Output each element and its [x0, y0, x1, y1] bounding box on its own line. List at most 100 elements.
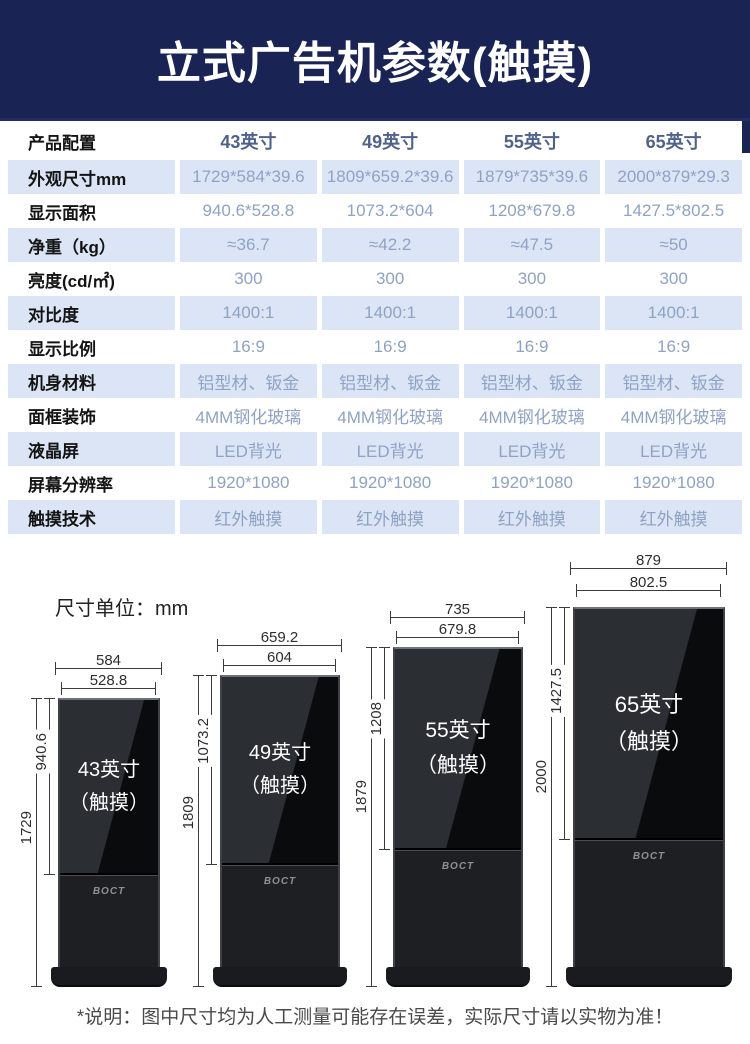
spec-row-label: 触摸技术	[8, 500, 175, 534]
dim-height-outer-value: 2000	[533, 757, 550, 797]
spec-cell: 300	[375, 269, 405, 288]
spec-cell: ≈50	[605, 228, 742, 262]
kiosk-screen-label: 43英寸 （触摸）	[69, 754, 149, 820]
dim-width-outer: 879	[570, 552, 727, 575]
spec-row-label: 净重（kg）	[8, 228, 175, 262]
spec-cell: ≈47.5	[463, 228, 601, 262]
kiosk-size-label: 65英寸	[614, 692, 684, 718]
dim-height-inner: 1208	[368, 647, 390, 850]
kiosk-screen-label: 55英寸 （触摸）	[416, 714, 500, 783]
dim-width-outer: 735	[390, 601, 525, 624]
spec-cell: 300	[234, 269, 263, 288]
spec-cell: 16:9	[515, 337, 549, 356]
kiosk-size-label: 49英寸	[248, 742, 312, 764]
spec-cell: 红外触摸	[463, 500, 601, 534]
spec-cell: LED背光	[463, 432, 601, 466]
brand-logo: BOCT	[263, 876, 297, 887]
spec-cell: 1073.2*604	[346, 201, 434, 220]
spec-cell: 1920*1080	[207, 473, 290, 492]
dim-height-outer-value: 1879	[353, 777, 370, 817]
spec-row: 面框装饰 4MM钢化玻璃 4MM钢化玻璃 4MM钢化玻璃 4MM钢化玻璃	[8, 398, 742, 432]
page-title: 立式广告机参数(触摸)	[156, 39, 594, 88]
spec-cell: 1208*679.8	[488, 201, 576, 220]
dim-height-outer: 1809	[180, 675, 204, 987]
spec-header-col-55: 55英寸	[503, 132, 560, 152]
dim-height-inner: 940.6	[33, 698, 55, 875]
tick	[161, 662, 162, 675]
title-banner: 立式广告机参数(触摸)	[0, 0, 750, 121]
spec-cell: 4MM钢化玻璃	[195, 407, 302, 427]
dim-width-inner-value: 679.8	[438, 621, 477, 638]
brand-logo: BOCT	[632, 851, 666, 862]
spec-cell: 1729*584*39.6	[180, 160, 317, 194]
spec-cell: 铝型材、钣金	[463, 364, 601, 398]
tick	[570, 562, 571, 575]
dim-height-outer-value: 1809	[180, 793, 197, 833]
spec-cell: 940.6*528.8	[202, 201, 295, 220]
kiosk-touch-label: （触摸）	[240, 775, 320, 797]
tick	[390, 611, 391, 624]
dim-width-inner-value: 528.8	[89, 672, 128, 689]
kiosk-65: 879 802.5 2000 1427.5 65英寸 （触摸） BOCT	[533, 553, 732, 987]
spec-cell: 300	[517, 269, 547, 288]
dim-height-inner-value: 1208	[368, 699, 385, 739]
spec-cell: 2000*879*29.3	[605, 160, 742, 194]
kiosk-screen-label: 49英寸 （触摸）	[240, 737, 320, 803]
spec-cell: 1920*1080	[632, 473, 715, 492]
dim-height-inner-value: 1427.5	[548, 665, 565, 717]
spec-cell: 16:9	[657, 337, 691, 356]
dim-height-outer: 1879	[353, 647, 377, 987]
kiosk-screen: 49英寸 （触摸）	[222, 677, 338, 865]
spec-cell: 1400:1	[605, 296, 742, 330]
dim-width-outer-value: 659.2	[260, 629, 299, 646]
tick	[518, 631, 519, 644]
spec-row: 亮度(cd/㎡) 300 300 300 300	[8, 262, 742, 296]
dim-height-inner-value: 940.6	[33, 730, 50, 774]
spec-cell: 红外触摸	[321, 500, 459, 534]
disclaimer-note: *说明：图中尺寸均为人工测量可能存在误差，实际尺寸请以实物为准！	[76, 1007, 674, 1028]
kiosk-lower-panel: BOCT	[395, 850, 521, 969]
spec-cell: 1400:1	[321, 296, 459, 330]
kiosk-base	[51, 967, 167, 987]
tick	[524, 611, 525, 624]
spec-cell: 1920*1080	[348, 473, 432, 492]
spec-row-label: 屏幕分辨率	[28, 475, 113, 495]
kiosk-base	[386, 967, 530, 987]
spec-row-label: 外观尺寸mm	[8, 160, 175, 194]
spec-row-label: 机身材料	[8, 364, 175, 398]
spec-row: 触摸技术 红外触摸 红外触摸 红外触摸 红外触摸	[8, 500, 742, 534]
spec-cell: LED背光	[605, 432, 742, 466]
tick	[155, 682, 156, 695]
spec-cell: 红外触摸	[180, 500, 317, 534]
dim-width-outer: 659.2	[217, 629, 342, 652]
tick	[576, 584, 577, 597]
dim-height-inner: 1427.5	[548, 607, 570, 840]
spec-header-col-49: 49英寸	[362, 132, 419, 152]
spec-row: 液晶屏 LED背光 LED背光 LED背光 LED背光	[8, 432, 742, 466]
dim-height-inner-value: 1073.2	[195, 715, 212, 767]
kiosk-lower-panel: BOCT	[222, 865, 338, 969]
kiosk-screen-label: 65英寸 （触摸）	[605, 687, 693, 760]
spec-cell: ≈42.2	[321, 228, 459, 262]
kiosk-screen: 65英寸 （触摸）	[575, 609, 723, 840]
spec-cell: 1427.5*802.5	[623, 201, 725, 220]
kiosk-cabinet: 49英寸 （触摸） BOCT	[220, 675, 340, 971]
dim-width-inner: 604	[223, 649, 336, 672]
dim-height-outer: 1729	[18, 698, 42, 987]
dim-width-inner-value: 802.5	[629, 574, 668, 591]
spec-cell: 16:9	[373, 337, 407, 356]
spec-cell: LED背光	[180, 432, 317, 466]
spec-row: 机身材料 铝型材、钣金 铝型材、钣金 铝型材、钣金 铝型材、钣金	[8, 364, 742, 398]
spec-header-col-43: 43英寸	[220, 132, 277, 152]
spec-cell: 4MM钢化玻璃	[478, 407, 585, 427]
tick	[217, 639, 218, 652]
spec-row-label: 面框装饰	[28, 407, 96, 427]
dim-width-inner: 802.5	[576, 574, 721, 597]
spec-cell: 1400:1	[180, 296, 317, 330]
spec-header-col-65: 65英寸	[645, 132, 702, 152]
dim-width-outer-value: 584	[95, 652, 122, 669]
kiosk-cabinet: 55英寸 （触摸） BOCT	[393, 647, 523, 971]
spec-cell: 300	[659, 269, 688, 288]
spec-cell: 1920*1080	[490, 473, 573, 492]
